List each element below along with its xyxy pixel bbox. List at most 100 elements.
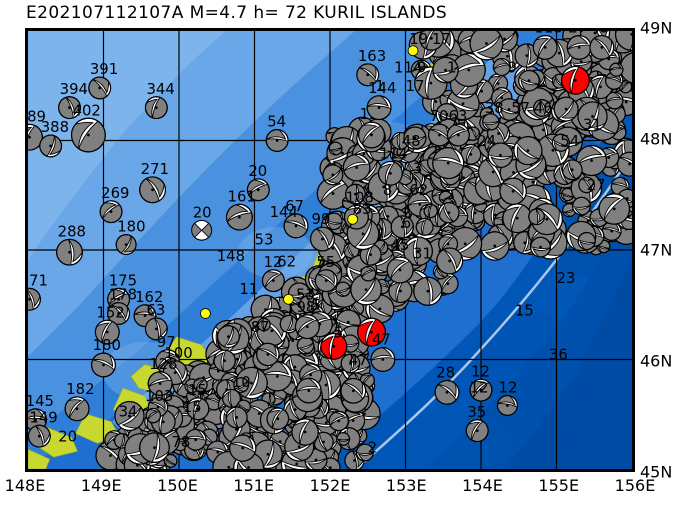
epicenter-marker	[200, 308, 211, 319]
focal-mechanism-beachball	[320, 332, 348, 360]
depth-label: 180	[93, 337, 121, 354]
focal-mechanism-beachball	[366, 95, 392, 121]
focal-mechanism-beachball	[324, 212, 343, 231]
focal-mechanism-beachball	[502, 203, 533, 234]
focal-mechanism-beachball	[370, 347, 396, 372]
focal-mechanism-beachball	[403, 126, 427, 150]
focal-mechanism-beachball	[460, 143, 482, 165]
depth-label: 12	[471, 363, 490, 380]
focal-mechanism-beachball	[184, 428, 207, 451]
epicenter-marker	[347, 214, 358, 225]
depth-label: 20	[193, 204, 212, 221]
focal-mechanism-beachball	[107, 302, 131, 325]
focal-mechanism-beachball	[191, 219, 213, 241]
focal-mechanism-beachball	[346, 217, 380, 251]
depth-label: 162	[135, 289, 163, 306]
focal-mechanism-beachball	[390, 215, 414, 239]
focal-mechanism-beachball	[114, 400, 145, 431]
depth-label: 9	[507, 60, 516, 77]
focal-mechanism-beachball	[403, 236, 433, 266]
depth-label: 271	[141, 161, 169, 178]
focal-mechanism-beachball	[451, 52, 486, 87]
depth-label: 63	[146, 302, 165, 319]
y-tick-label: 46N	[640, 351, 673, 371]
depth-label: 1	[447, 60, 456, 77]
focal-mechanism-beachball	[94, 319, 120, 345]
focal-mechanism-beachball	[518, 69, 540, 92]
focal-mechanism-beachball	[578, 176, 595, 194]
depth-label: 6	[402, 215, 411, 232]
depth-label: 99	[312, 211, 331, 228]
focal-mechanism-beachball	[336, 432, 351, 446]
depth-label: 10	[232, 374, 251, 391]
y-tick-label: 48N	[640, 129, 673, 149]
focal-mechanism-beachball	[139, 432, 170, 463]
focal-mechanism-beachball	[225, 203, 253, 231]
focal-mechanism-beachball	[163, 453, 178, 468]
depth-label: 20	[248, 163, 267, 180]
depth-label: 62	[409, 182, 428, 199]
focal-mechanism-beachball	[115, 234, 137, 255]
depth-label: 27	[587, 177, 606, 194]
focal-mechanism-beachball	[265, 129, 289, 152]
depth-label: 53	[255, 232, 274, 249]
focal-mechanism-beachball	[70, 117, 106, 153]
depth-label: 288	[58, 223, 86, 240]
depth-label: 17	[432, 31, 451, 48]
depth-label: 182	[66, 381, 94, 398]
depth-label: 149	[29, 409, 57, 426]
focal-mechanism-beachball	[432, 147, 465, 180]
depth-label: 389	[28, 108, 46, 125]
depth-label: 108	[346, 189, 374, 206]
depth-label: 23	[557, 270, 576, 287]
depth-label: 67	[285, 198, 304, 215]
focal-mechanism-beachball	[316, 177, 350, 210]
focal-mechanism-beachball	[358, 121, 385, 149]
focal-mechanism-beachball	[413, 276, 443, 306]
focal-mechanism-beachball	[605, 91, 624, 110]
focal-mechanism-beachball	[266, 407, 290, 430]
focal-mechanism-beachball	[528, 208, 545, 226]
focal-mechanism-beachball	[601, 221, 622, 241]
depth-label: 47	[372, 332, 391, 349]
focal-mechanism-beachball	[560, 65, 590, 95]
depth-label: 394	[60, 81, 88, 98]
focal-mechanism-beachball	[499, 177, 527, 205]
focal-mechanism-beachball	[372, 239, 389, 256]
focal-mechanism-beachball	[357, 317, 386, 347]
x-tick-label: 148E	[4, 476, 46, 495]
focal-mechanism-beachball	[295, 377, 322, 404]
depth-label: 70	[430, 108, 449, 125]
focal-mechanism-beachball	[355, 443, 374, 462]
focal-mechanism-beachball	[360, 265, 377, 282]
depth-label: 178	[109, 287, 137, 304]
focal-mechanism-beachball	[614, 31, 632, 51]
x-tick-label: 153E	[385, 476, 427, 495]
focal-mechanism-beachball	[291, 418, 319, 446]
focal-mechanism-beachball	[598, 193, 631, 225]
focal-mechanism-beachball	[407, 192, 433, 217]
focal-mechanism-beachball	[233, 377, 250, 393]
focal-mechanism-beachball	[577, 231, 596, 251]
focal-mechanism-beachball	[299, 295, 318, 314]
depth-label: 144	[368, 80, 396, 97]
x-tick-label: 152E	[309, 476, 351, 495]
focal-mechanism-beachball	[434, 379, 460, 405]
depth-label: 128	[149, 356, 177, 373]
depth-label: 114	[380, 146, 408, 163]
focal-mechanism-layer: 3893883943914023442882712691802712020541…	[28, 31, 632, 469]
focal-mechanism-beachball	[139, 176, 167, 204]
depth-label: 12	[499, 380, 518, 397]
focal-mechanism-beachball	[377, 160, 403, 186]
depth-label: 12	[470, 379, 489, 396]
focal-mechanism-beachball	[144, 96, 168, 120]
focal-mechanism-beachball	[356, 63, 380, 87]
depth-label: 271	[28, 272, 48, 289]
focal-mechanism-beachball	[617, 151, 632, 177]
focal-mechanism-beachball	[193, 377, 208, 393]
focal-mechanism-beachball	[328, 141, 343, 156]
depth-label: 24	[477, 133, 496, 150]
focal-mechanism-beachball	[469, 31, 504, 61]
focal-mechanism-beachball	[328, 410, 349, 432]
